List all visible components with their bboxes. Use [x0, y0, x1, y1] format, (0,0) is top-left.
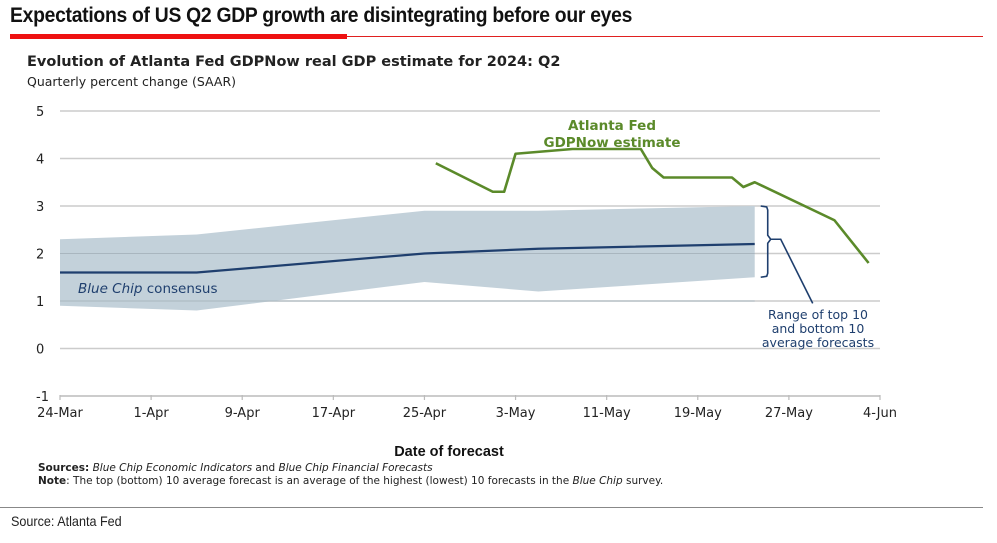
range-label: Range of top 10: [768, 307, 868, 322]
consensus-label-italic: Blue Chip: [78, 281, 142, 297]
note-label: Note: [38, 475, 67, 487]
x-tick-label: 24-Mar: [37, 406, 83, 421]
note-end: survey.: [622, 475, 664, 487]
y-tick-label: 5: [36, 105, 44, 120]
range-leader-line: [770, 238, 814, 304]
x-axis: 24-Mar 1-Apr 9-Apr 17-Apr 25-Apr 3-May 11-May 1…: [37, 395, 897, 421]
y-tick-label: 1: [36, 295, 44, 310]
range-band: [60, 206, 755, 311]
range-label: and bottom 10: [772, 321, 865, 336]
range-bracket: [760, 205, 772, 279]
x-tick-label: 3-May: [496, 406, 536, 421]
headline-accent-bar: [10, 34, 347, 39]
x-tick-label: 19-May: [674, 406, 722, 421]
source-footer: Source: Atlanta Fed: [11, 513, 122, 529]
note-italic: Blue Chip: [572, 475, 623, 487]
range-label: average forecasts: [762, 335, 874, 350]
consensus-label-rest: consensus: [142, 281, 217, 297]
chart-title: Evolution of Atlanta Fed GDPNow real GDP…: [27, 54, 561, 70]
sources-and: and: [252, 462, 279, 474]
x-tick-label: 9-Apr: [225, 406, 261, 421]
gdpnow-label: Atlanta Fed: [568, 118, 656, 134]
y-tick-label: 0: [36, 343, 44, 358]
sources-line: Sources: Blue Chip Economic Indicators a…: [38, 462, 818, 475]
x-tick-label: 11-May: [583, 406, 631, 421]
x-tick-label: 25-Apr: [403, 406, 447, 421]
note-line: Note: The top (bottom) 10 average foreca…: [38, 475, 818, 488]
headline: Expectations of US Q2 GDP growth are dis…: [10, 4, 633, 27]
gdpnow-label: GDPNow estimate: [544, 135, 681, 151]
x-axis-title: Date of forecast: [394, 444, 504, 460]
sources-label: Sources:: [38, 462, 90, 474]
sources-text-2: Blue Chip Financial Forecasts: [278, 462, 433, 474]
note-text: : The top (bottom) 10 average forecast i…: [66, 475, 573, 487]
y-tick-label: 4: [36, 153, 44, 168]
x-tick-label: 17-Apr: [312, 406, 356, 421]
y-tick-label: 3: [36, 200, 44, 215]
y-tick-label: 2: [36, 248, 44, 263]
x-tick-label: 1-Apr: [134, 406, 170, 421]
x-tick-label: 27-May: [765, 406, 813, 421]
y-tick-labels: 5 4 3 2 1 0 -1: [36, 105, 49, 405]
headline-rule: [10, 36, 983, 37]
series-layer: [59, 147, 870, 274]
sources-text-1: Blue Chip Economic Indicators: [92, 462, 253, 474]
chart-subtitle: Quarterly percent change (SAAR): [27, 74, 237, 89]
footer-divider: [0, 507, 983, 508]
consensus-label: Blue Chip consensus: [78, 281, 218, 297]
chart-notes: Sources: Blue Chip Economic Indicators a…: [38, 462, 818, 488]
y-tick-label: -1: [36, 390, 49, 405]
x-tick-label: 4-Jun: [863, 406, 897, 421]
range-band-layer: [60, 206, 755, 311]
